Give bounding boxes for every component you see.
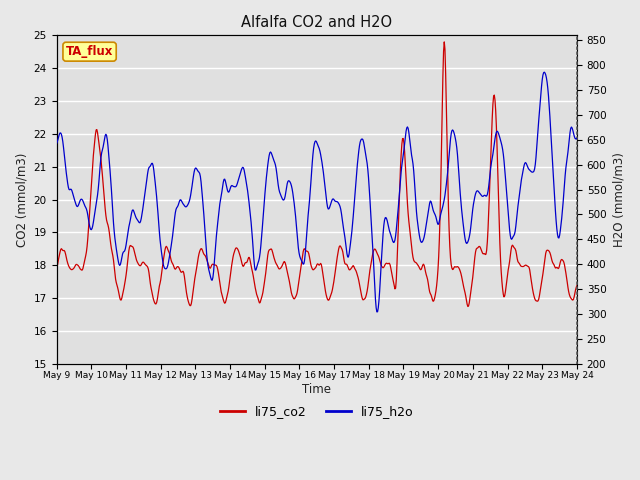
Legend: li75_co2, li75_h2o: li75_co2, li75_h2o: [215, 400, 419, 423]
Y-axis label: CO2 (mmol/m3): CO2 (mmol/m3): [15, 152, 28, 247]
Title: Alfalfa CO2 and H2O: Alfalfa CO2 and H2O: [241, 15, 392, 30]
X-axis label: Time: Time: [302, 383, 332, 396]
Y-axis label: H2O (mmol/m3): H2O (mmol/m3): [612, 152, 625, 247]
Text: TA_flux: TA_flux: [66, 45, 113, 58]
